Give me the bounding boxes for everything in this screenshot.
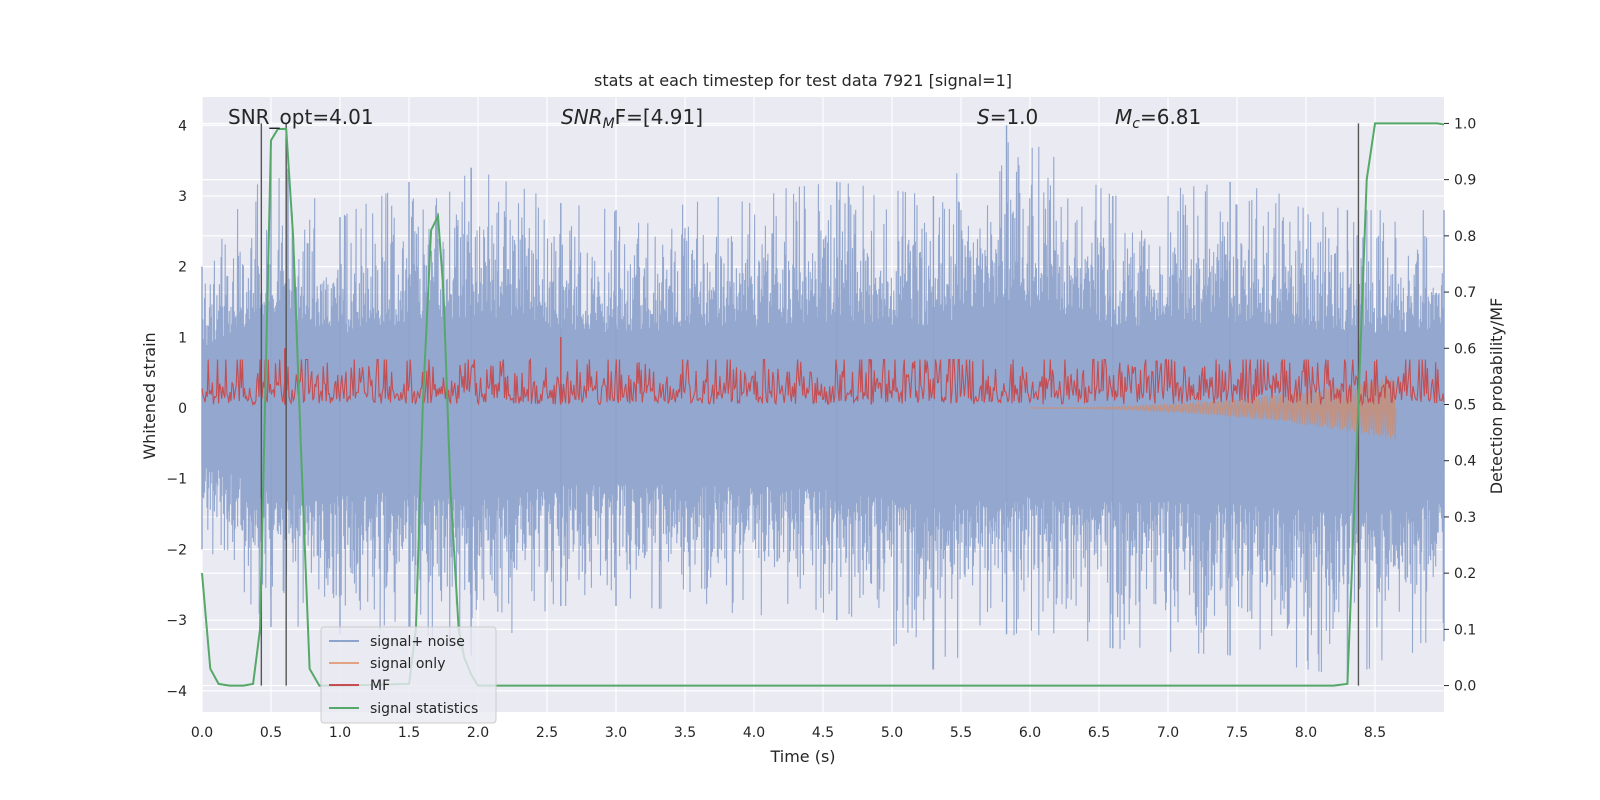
chart-title: stats at each timestep for test data 792… <box>594 71 1012 90</box>
y-right-tick-label-1: 0.1 <box>1454 622 1476 638</box>
annotation-snr-mf-rest: F=[4.91] <box>615 105 703 129</box>
y-left-tick-label-3: −1 <box>166 472 187 488</box>
x-tick-label-17: 8.5 <box>1364 725 1386 741</box>
x-tick-label-7: 3.5 <box>674 725 696 741</box>
y-left-tick-label-0: −4 <box>166 684 187 700</box>
x-tick-label-9: 4.5 <box>812 725 834 741</box>
y-right-tick-label-8: 0.8 <box>1454 229 1476 245</box>
y-right-tick-label-0: 0.0 <box>1454 679 1476 695</box>
y-right-tick-label-10: 1.0 <box>1454 116 1476 132</box>
x-tick-label-15: 7.5 <box>1226 725 1248 741</box>
y-axis-left-label: Whitened strain <box>140 332 159 459</box>
y-right-tick-label-2: 0.2 <box>1454 566 1476 582</box>
annotation-mc-rest: =6.81 <box>1140 105 1201 129</box>
x-tick-label-16: 8.0 <box>1295 725 1317 741</box>
series-mf <box>201 337 1445 407</box>
x-axis-label: Time (s) <box>769 747 835 766</box>
y-right-tick-label-4: 0.4 <box>1454 454 1476 470</box>
y-left-tick-label-2: −2 <box>166 542 187 558</box>
y-right-tick-label-5: 0.5 <box>1454 398 1476 414</box>
x-tick-label-3: 1.5 <box>398 725 420 741</box>
x-tick-label-1: 0.5 <box>260 725 282 741</box>
y-left-tick-label-8: 4 <box>178 118 187 134</box>
signal-statistics-line <box>201 122 1445 687</box>
series-signal-statistics <box>201 122 1445 687</box>
legend-label-mf: MF <box>370 678 390 694</box>
y-left-tick-label-7: 3 <box>178 189 187 205</box>
y-right-tick-label-7: 0.7 <box>1454 285 1476 301</box>
x-axis-ticks: 0.0 0.5 1.0 1.5 2.0 2.5 3.0 3.5 4.0 4.5 5.0 5.5 6.0 6… <box>191 725 1386 741</box>
x-tick-label-12: 6.0 <box>1019 725 1041 741</box>
y-right-tick-label-6: 0.6 <box>1454 341 1476 357</box>
x-tick-label-11: 5.5 <box>950 725 972 741</box>
x-tick-label-5: 2.5 <box>536 725 558 741</box>
annotation-mc: Mc=6.81 <box>1115 105 1201 132</box>
x-tick-label-4: 2.0 <box>467 725 489 741</box>
legend-label-signal-noise: signal+ noise <box>370 634 465 650</box>
y-left-tick-label-6: 2 <box>178 260 187 276</box>
x-tick-label-0: 0.0 <box>191 725 213 741</box>
x-tick-label-13: 6.5 <box>1088 725 1110 741</box>
y-left-tick-label-1: −3 <box>166 613 187 629</box>
series-signal-only <box>1030 377 1397 440</box>
legend-box <box>320 626 497 724</box>
x-tick-label-10: 5.0 <box>881 725 903 741</box>
annotation-mc-main: M <box>1115 105 1132 129</box>
x-tick-label-6: 3.0 <box>605 725 627 741</box>
mf-line <box>201 357 1445 407</box>
y-axis-right-ticks: 0.0 0.1 0.2 0.3 0.4 0.5 0.6 0.7 0.8 0.9 1.0 <box>1444 116 1476 695</box>
annotation-s: S=1.0 <box>977 105 1038 129</box>
annotation-snr-opt: SNR_opt=4.01 <box>228 105 374 129</box>
x-tick-label-2: 1.0 <box>329 725 351 741</box>
y-right-tick-label-3: 0.3 <box>1454 510 1476 526</box>
signal-only-line <box>1030 377 1397 440</box>
y-axis-left-ticks: −4 −3 −2 −1 0 1 2 3 4 <box>166 118 187 700</box>
annotation-snr-mf-sub: M <box>603 116 615 132</box>
y-left-tick-label-5: 1 <box>178 330 187 346</box>
x-tick-label-14: 7.0 <box>1157 725 1179 741</box>
legend: signal+ noise signal only MF signal stat… <box>320 626 497 724</box>
annotation-s-rest: =1.0 <box>990 105 1039 129</box>
annotation-s-main: S <box>977 105 990 129</box>
x-tick-label-8: 4.0 <box>743 725 765 741</box>
y-axis-right-label: Detection probability/MF <box>1487 298 1506 495</box>
annotation-snr-mf-main: SNR <box>561 105 603 129</box>
y-right-tick-label-9: 0.9 <box>1454 173 1476 189</box>
legend-label-signal-only: signal only <box>370 656 445 672</box>
annotation-snr-mf: SNRMF=[4.91] <box>561 105 703 132</box>
annotation-mc-sub: c <box>1132 116 1140 132</box>
legend-label-signal-statistics: signal statistics <box>370 701 478 717</box>
y-left-tick-label-4: 0 <box>178 401 187 417</box>
